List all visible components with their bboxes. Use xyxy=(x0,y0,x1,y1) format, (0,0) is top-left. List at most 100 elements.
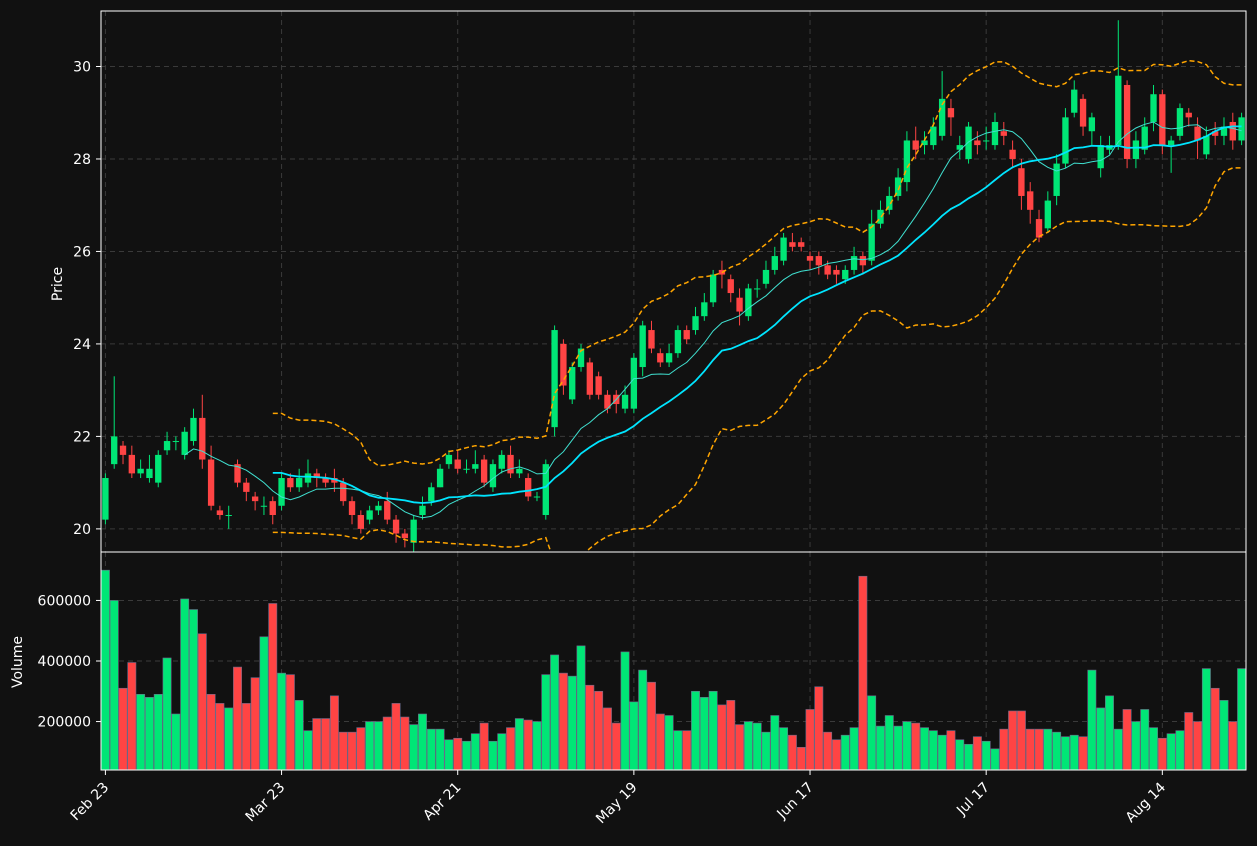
candle-body xyxy=(436,468,444,488)
volume-bar xyxy=(876,725,885,771)
volume-bar xyxy=(620,651,630,771)
candle-body xyxy=(348,501,356,516)
volume-bar xyxy=(699,697,709,771)
volume-bar xyxy=(1016,710,1026,771)
candle-body xyxy=(251,496,259,502)
candle-body xyxy=(930,126,937,146)
volume-bar xyxy=(1061,736,1070,771)
volume-bar xyxy=(1078,736,1088,771)
volume-bar xyxy=(118,687,128,771)
volume-bar xyxy=(206,694,216,771)
candle-body xyxy=(551,330,558,428)
volume-bar xyxy=(1096,707,1106,771)
candle-body xyxy=(199,417,206,460)
candle-body xyxy=(498,454,505,469)
volume-bar xyxy=(990,748,1000,771)
candle-body xyxy=(868,223,875,261)
volume-bar xyxy=(964,743,973,771)
volume-bar xyxy=(981,740,991,771)
volume-bar xyxy=(664,715,674,771)
price-tick-label: 26 xyxy=(73,244,91,260)
volume-bar xyxy=(911,722,921,771)
volume-bar xyxy=(673,730,683,771)
volume-bar xyxy=(250,677,260,771)
volume-bar xyxy=(523,719,533,771)
candle-body xyxy=(445,454,453,465)
volume-bar xyxy=(374,721,383,771)
volume-bar xyxy=(1157,737,1167,771)
volume-bar xyxy=(787,734,797,771)
candle-body xyxy=(419,505,426,516)
volume-bar xyxy=(1184,712,1194,771)
volume-bar xyxy=(382,716,392,771)
volume-bar xyxy=(453,737,463,771)
candle-body xyxy=(709,274,717,303)
volume-bar xyxy=(858,575,868,771)
price-tick-label: 22 xyxy=(73,429,91,445)
x-tick-label: Jun 17 xyxy=(774,780,817,823)
volume-bar xyxy=(1043,728,1053,771)
candle-body xyxy=(1062,117,1069,164)
candle-body xyxy=(789,242,796,247)
volume-bar xyxy=(479,722,489,771)
candle-body xyxy=(639,325,646,368)
volume-bar xyxy=(224,707,234,771)
volume-bar xyxy=(189,609,198,771)
candle-body xyxy=(1000,131,1007,136)
volume-bar xyxy=(840,734,850,771)
volume-bar xyxy=(409,724,419,771)
candle-body xyxy=(692,316,699,331)
volume-bar xyxy=(814,686,824,771)
x-tick-label: Aug 14 xyxy=(1123,779,1169,825)
candle-body xyxy=(665,353,673,363)
price-tick-label: 28 xyxy=(73,152,91,168)
volume-bar xyxy=(532,721,542,771)
volume-bar xyxy=(435,728,445,771)
candle-body xyxy=(304,473,312,483)
candle-body xyxy=(938,98,946,136)
volume-bar xyxy=(356,727,366,771)
candle-body xyxy=(181,431,188,455)
candle-body xyxy=(1018,168,1025,196)
volume-bar xyxy=(338,731,348,771)
volume-bar xyxy=(603,707,612,771)
volume-bar xyxy=(832,739,841,771)
volume-bar xyxy=(638,669,648,771)
volume-bar xyxy=(418,713,427,771)
candle-body xyxy=(1212,131,1219,136)
volume-bar xyxy=(972,736,982,771)
volume-bar xyxy=(902,721,912,771)
volume-bar xyxy=(928,730,938,771)
price-axis-label: Price xyxy=(50,267,66,301)
candle-body xyxy=(956,145,963,150)
volume-bar xyxy=(867,695,877,771)
x-tick-label: Feb 23 xyxy=(68,780,113,825)
candle-body xyxy=(454,459,461,469)
volume-bar xyxy=(893,725,903,771)
candle-body xyxy=(207,459,215,506)
candle-body xyxy=(269,501,276,516)
volume-bar xyxy=(1087,669,1097,771)
volume-bar xyxy=(145,697,154,771)
candle-body xyxy=(489,464,497,488)
volume-bar xyxy=(655,713,665,771)
volume-bar xyxy=(1122,709,1132,771)
volume-bar xyxy=(462,740,471,771)
candle-body xyxy=(119,445,127,455)
volume-bar xyxy=(180,598,190,771)
volume-bar xyxy=(1210,687,1220,771)
volume-bar xyxy=(321,718,331,771)
volume-tick-label: 400000 xyxy=(38,654,91,670)
candle-body xyxy=(974,140,981,146)
candle-body xyxy=(1176,108,1184,136)
candle-body xyxy=(472,464,479,469)
x-tick-label: Mar 23 xyxy=(243,780,289,826)
volume-bar xyxy=(849,727,859,771)
volume-tick-label: 200000 xyxy=(38,715,91,731)
volume-bar xyxy=(999,728,1009,771)
candle-body xyxy=(903,140,911,183)
volume-bar xyxy=(567,675,577,771)
candle-body xyxy=(1044,200,1051,229)
volume-bar xyxy=(761,731,771,771)
